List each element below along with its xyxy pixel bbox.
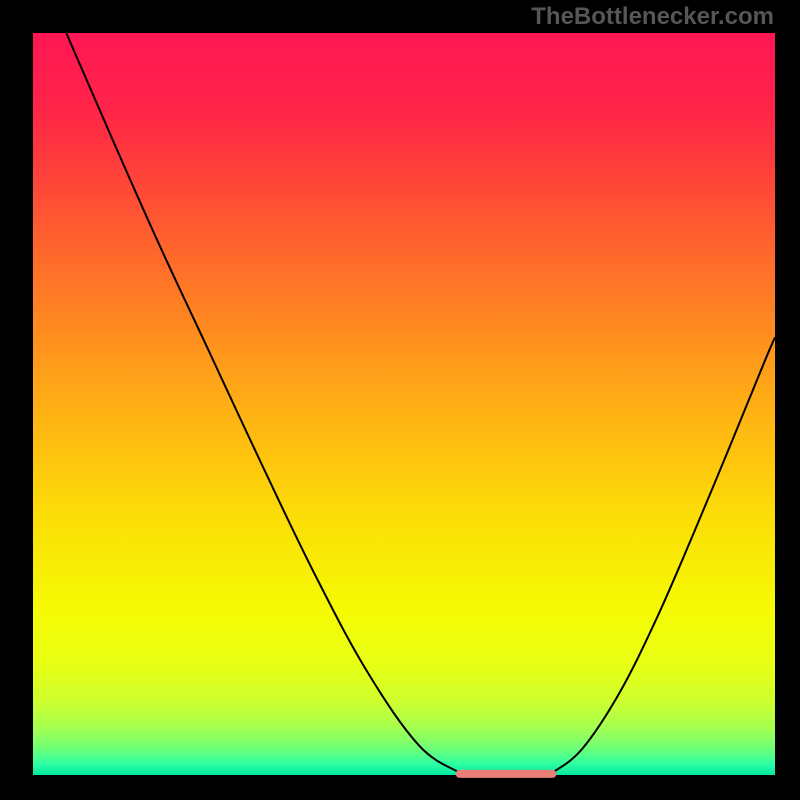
watermark-text: TheBottlenecker.com: [531, 3, 774, 31]
chart-overlay: [0, 0, 800, 800]
gradient-rect: [33, 33, 775, 775]
